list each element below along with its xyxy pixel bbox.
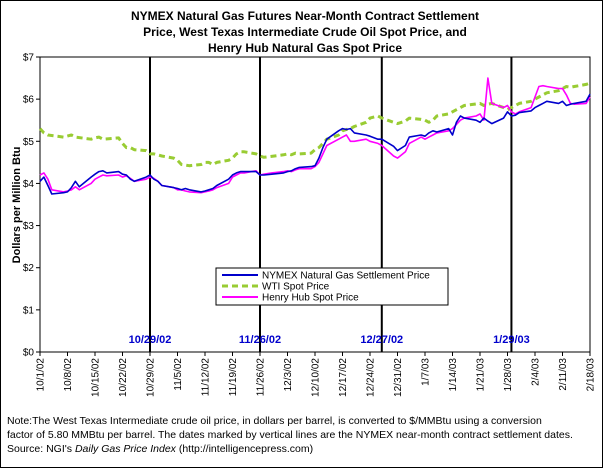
series-lines: [38, 77, 591, 195]
x-tick-label: 1/14/03: [448, 358, 459, 392]
series-nymex-line: [39, 93, 591, 195]
legend-label-henry-hub: Henry Hub Spot Price: [262, 293, 359, 304]
source-prefix: Source: NGI's: [7, 443, 75, 455]
y-tick-label: $4: [23, 179, 35, 190]
chart-title-line-1: NYMEX Natural Gas Futures Near-Month Con…: [130, 9, 480, 23]
x-tick-label: 12/24/02: [366, 358, 377, 397]
y-axis: $0 $1 $2 $3 $4 $5 $6 $7: [23, 53, 591, 359]
legend-label-wti: WTI Spot Price: [262, 282, 330, 293]
x-axis: 10/1/02 10/8/02 10/15/02 10/22/02 10/29/02 11…: [36, 352, 597, 397]
x-tick-label: 12/31/02: [393, 358, 404, 397]
settlement-label: 12/27/02: [360, 334, 403, 346]
chart-title-line-2: Price, West Texas Intermediate Crude Oil…: [143, 25, 467, 39]
x-tick-label: 10/22/02: [118, 358, 129, 397]
x-tick-label: 1/28/03: [503, 358, 514, 392]
x-tick-label: 1/21/03: [476, 358, 487, 392]
x-tick-label: 12/3/02: [283, 358, 294, 392]
y-tick-label: $1: [23, 305, 35, 316]
y-tick-label: $6: [23, 95, 35, 106]
x-tick-label: 12/17/02: [338, 358, 349, 397]
chart-title-line-3: Henry Hub Natural Gas Spot Price: [207, 41, 403, 55]
x-tick-label: 11/12/02: [201, 358, 212, 397]
footnote-source: Source: NGI's Daily Gas Price Index (htt…: [7, 442, 597, 456]
series-wti-line: [38, 81, 591, 168]
settlement-label: 11/26/02: [239, 334, 281, 346]
settlement-lines: 10/29/02 11/26/02 12/27/02 1/29/03: [129, 57, 530, 352]
source-title: Daily Gas Price Index: [74, 443, 176, 455]
chart-title: NYMEX Natural Gas Futures Near-Month Con…: [60, 8, 550, 56]
x-tick-label: 2/4/03: [531, 358, 542, 386]
x-tick-label: 11/26/02: [256, 358, 267, 397]
x-tick-label: 1/7/03: [421, 358, 432, 386]
y-tick-label: $2: [23, 263, 35, 274]
settlement-label: 10/29/02: [129, 334, 172, 346]
source-suffix: (http://intelligencepress.com): [175, 443, 314, 455]
y-axis-title: Dollars per Million Btu: [11, 147, 23, 264]
x-tick-label: 10/29/02: [146, 358, 157, 397]
footnote: Note:The West Texas Intermediate crude o…: [7, 414, 597, 456]
series-henry-hub-line: [39, 77, 591, 194]
settlement-label: 1/29/03: [493, 334, 530, 346]
y-tick-label: $3: [23, 221, 35, 232]
x-tick-label: 11/19/02: [228, 358, 239, 397]
x-tick-label: 2/18/03: [586, 358, 597, 392]
legend-label-nymex: NYMEX Natural Gas Settlement Price: [262, 271, 430, 282]
x-tick-label: 10/15/02: [91, 358, 102, 397]
legend: NYMEX Natural Gas Settlement Price WTI S…: [215, 267, 449, 306]
x-tick-label: 2/11/03: [558, 358, 569, 391]
footnote-line-2: factor of 5.80 MMBtu per barrel. The dat…: [7, 429, 573, 441]
y-tick-label: $5: [23, 137, 35, 148]
footnote-line-1: Note:The West Texas Intermediate crude o…: [7, 415, 542, 427]
y-tick-label: $0: [23, 348, 35, 359]
y-tick-label: $7: [23, 53, 35, 64]
x-tick-label: 11/5/02: [173, 358, 184, 391]
x-tick-label: 12/10/02: [311, 358, 322, 397]
x-tick-label: 10/1/02: [36, 358, 47, 392]
x-tick-label: 10/8/02: [63, 358, 74, 392]
plot-area-border: [39, 56, 591, 353]
